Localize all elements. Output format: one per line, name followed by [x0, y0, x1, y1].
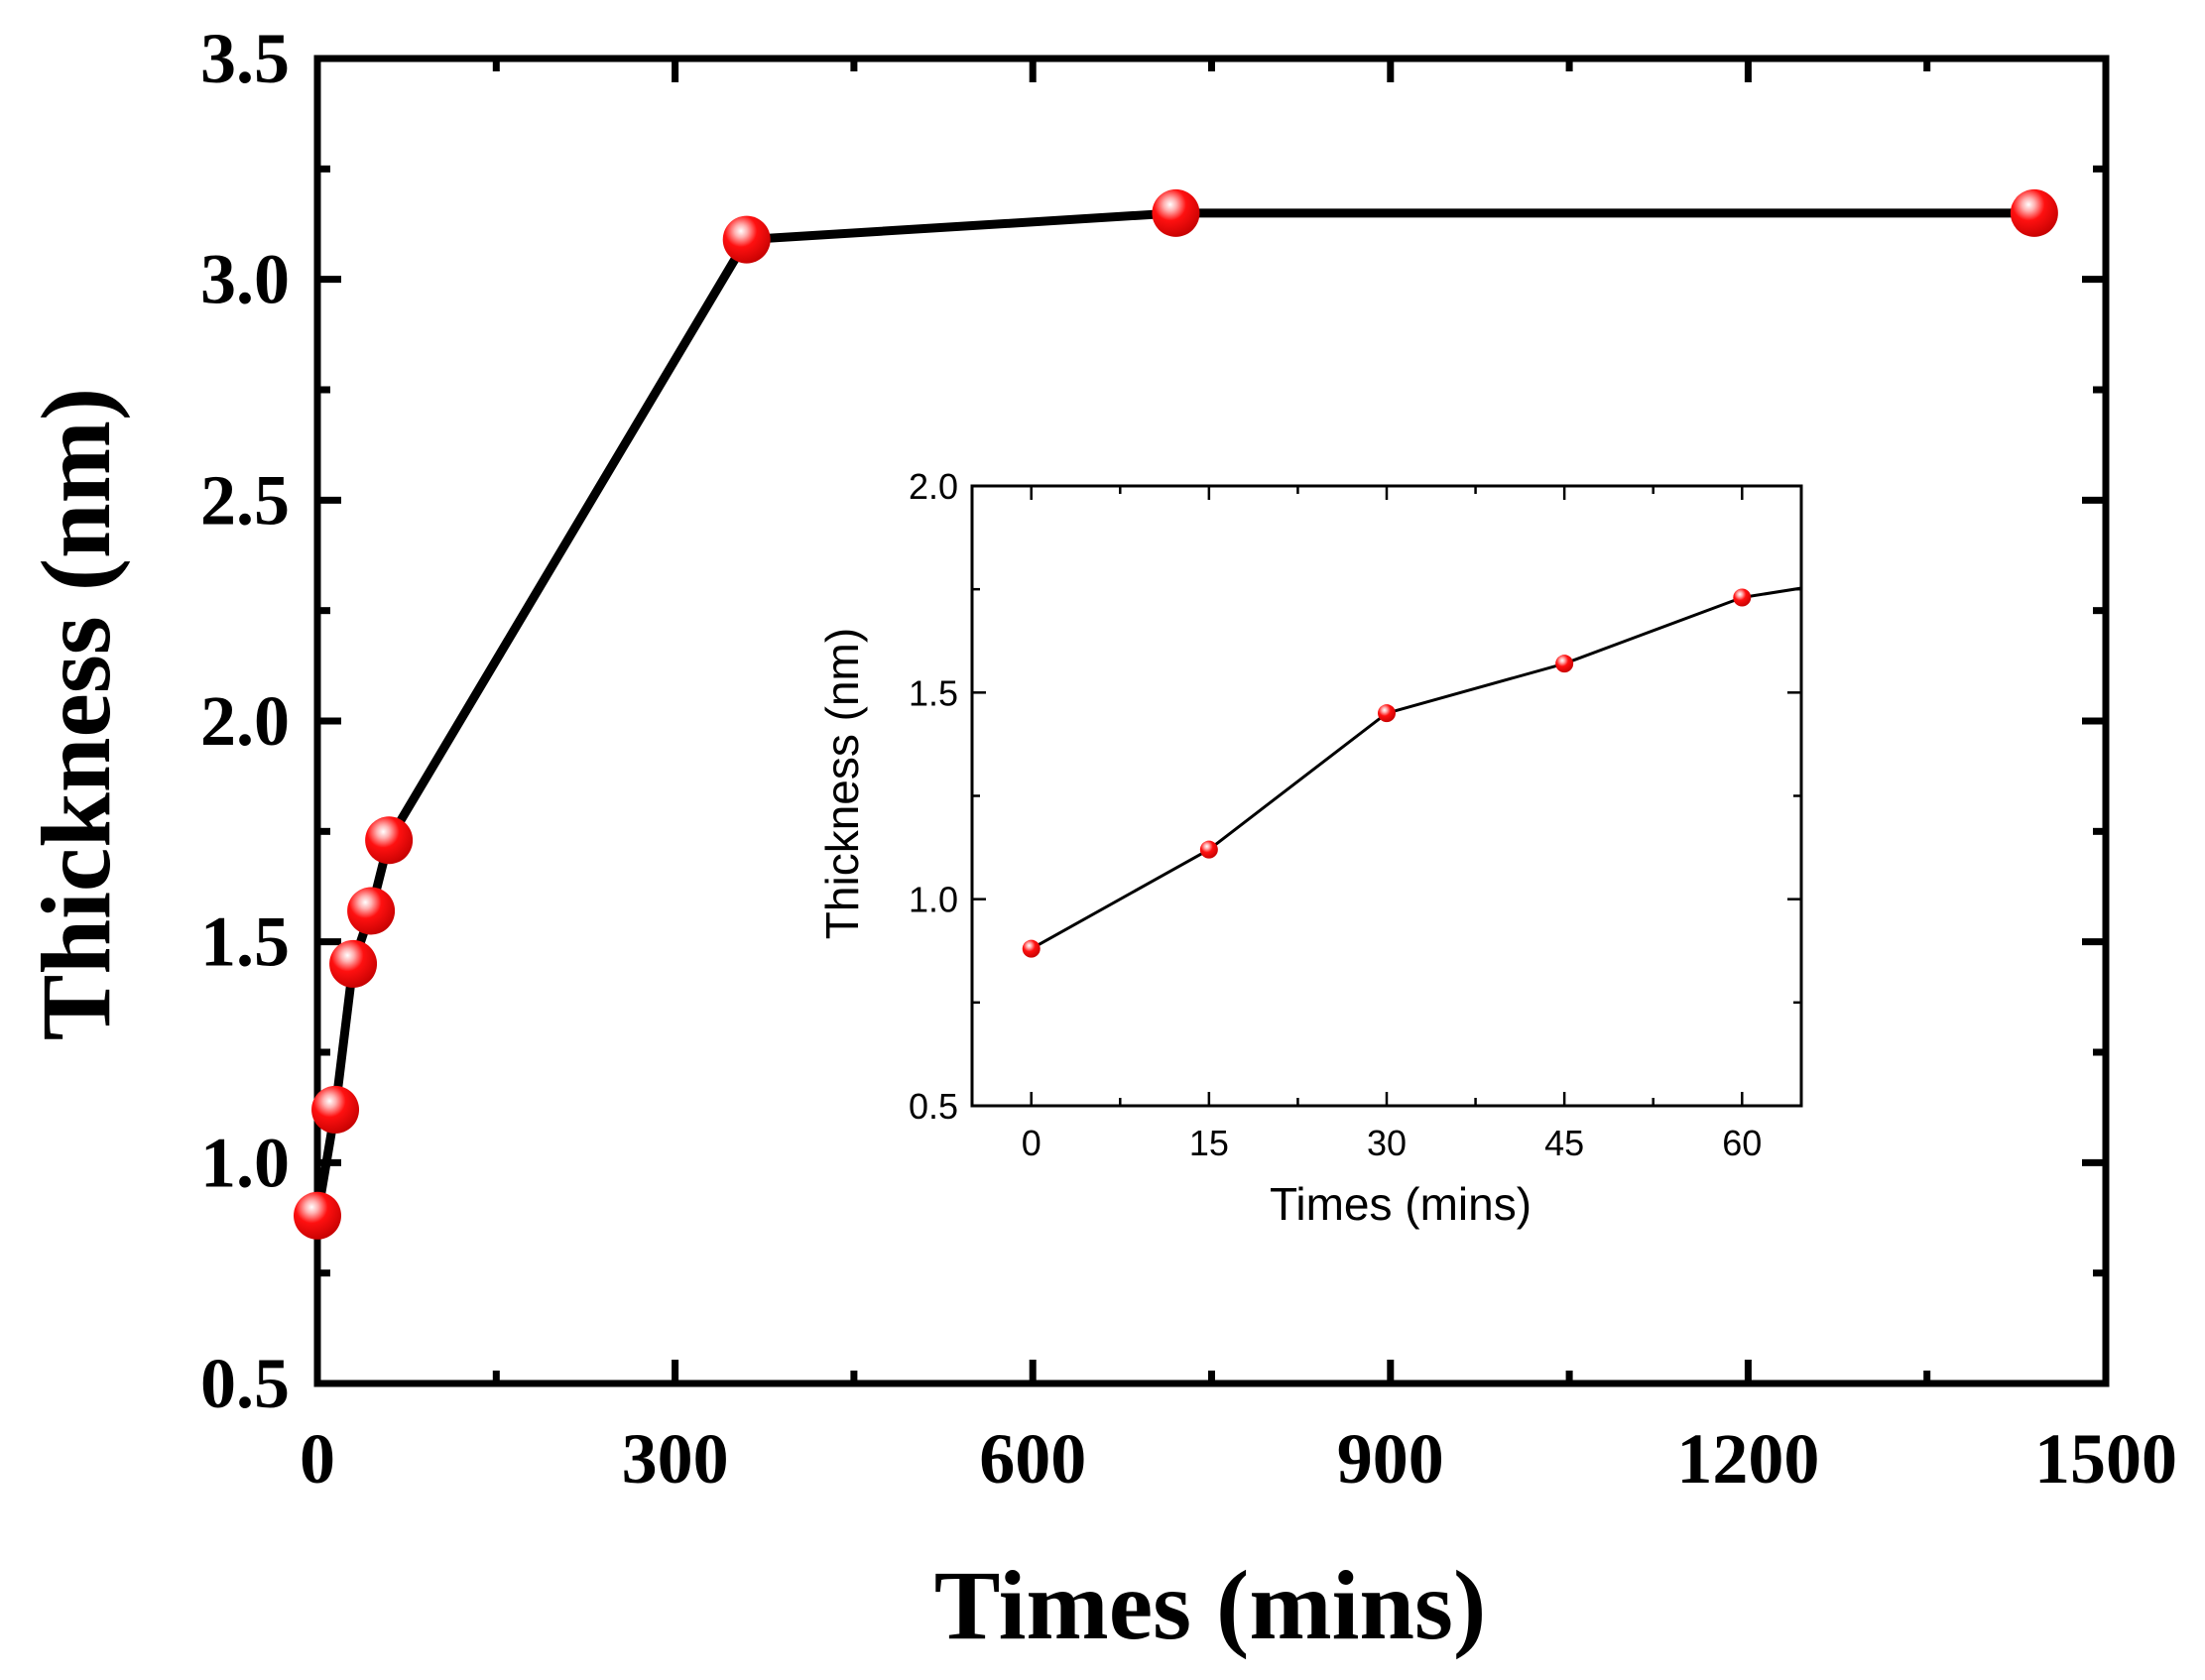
main-y-tick-label: 2.5 [200, 460, 290, 540]
inset-series-line [1030, 586, 1801, 950]
inset-data-point [1199, 840, 1218, 859]
inset-x-tick-label: 45 [1544, 1123, 1584, 1163]
inset-y-tick-label: 2.0 [909, 466, 958, 507]
main-x-tick-label: 0 [300, 1419, 335, 1499]
main-y-tick-label: 3.5 [200, 19, 290, 98]
inset-data-point [1733, 588, 1752, 607]
main-x-tick-label: 900 [1337, 1419, 1444, 1499]
main-y-tick-label: 1.5 [200, 902, 290, 982]
main-series-line [312, 208, 2034, 1217]
inset-series-line-group [1030, 586, 1801, 950]
inset-y-axis-title: Thickness (nm) [816, 628, 868, 939]
main-data-point [1152, 188, 1200, 237]
main-y-axis-title: Thickness (nm) [21, 388, 131, 1040]
inset-data-point [1378, 704, 1396, 723]
inset-x-tick-label: 15 [1189, 1123, 1229, 1163]
inset-data-point [1555, 655, 1574, 673]
main-y-tick-label: 3.0 [200, 240, 290, 319]
main-y-tick-label: 1.0 [200, 1123, 290, 1202]
main-series-line-group [312, 208, 2034, 1217]
main-data-point [294, 1191, 341, 1240]
main-data-point [311, 1085, 360, 1134]
main-x-axis-title: Times (mins) [934, 1550, 1487, 1660]
inset-y-tick-label: 1.0 [909, 880, 958, 920]
inset-x-tick-label: 30 [1367, 1123, 1407, 1163]
inset-x-axis-title: Times (mins) [1270, 1178, 1531, 1230]
main-data-point [2010, 188, 2058, 237]
inset-x-tick-label: 0 [1022, 1123, 1041, 1163]
inset-plot: 0 15 30 45 60 0.5 1.0 1.5 2.0 [909, 466, 1803, 1163]
main-data-point [329, 939, 378, 988]
main-data-point [365, 816, 414, 865]
main-y-tick-label: 0.5 [200, 1344, 290, 1423]
main-x-tick-label: 1500 [2034, 1419, 2177, 1499]
inset-y-tick-label: 1.5 [909, 672, 958, 713]
main-y-tick-label: 2.0 [200, 681, 290, 761]
inset-data-point [1022, 939, 1041, 958]
inset-y-tick-label: 0.5 [909, 1086, 958, 1127]
inset-x-tick-label: 60 [1722, 1123, 1762, 1163]
main-data-point [722, 215, 771, 264]
main-x-tick-label: 600 [979, 1419, 1086, 1499]
main-data-point [347, 887, 396, 935]
inset-background [972, 486, 1801, 1106]
main-x-tick-label: 1200 [1676, 1419, 1819, 1499]
main-x-tick-label: 300 [622, 1419, 729, 1499]
